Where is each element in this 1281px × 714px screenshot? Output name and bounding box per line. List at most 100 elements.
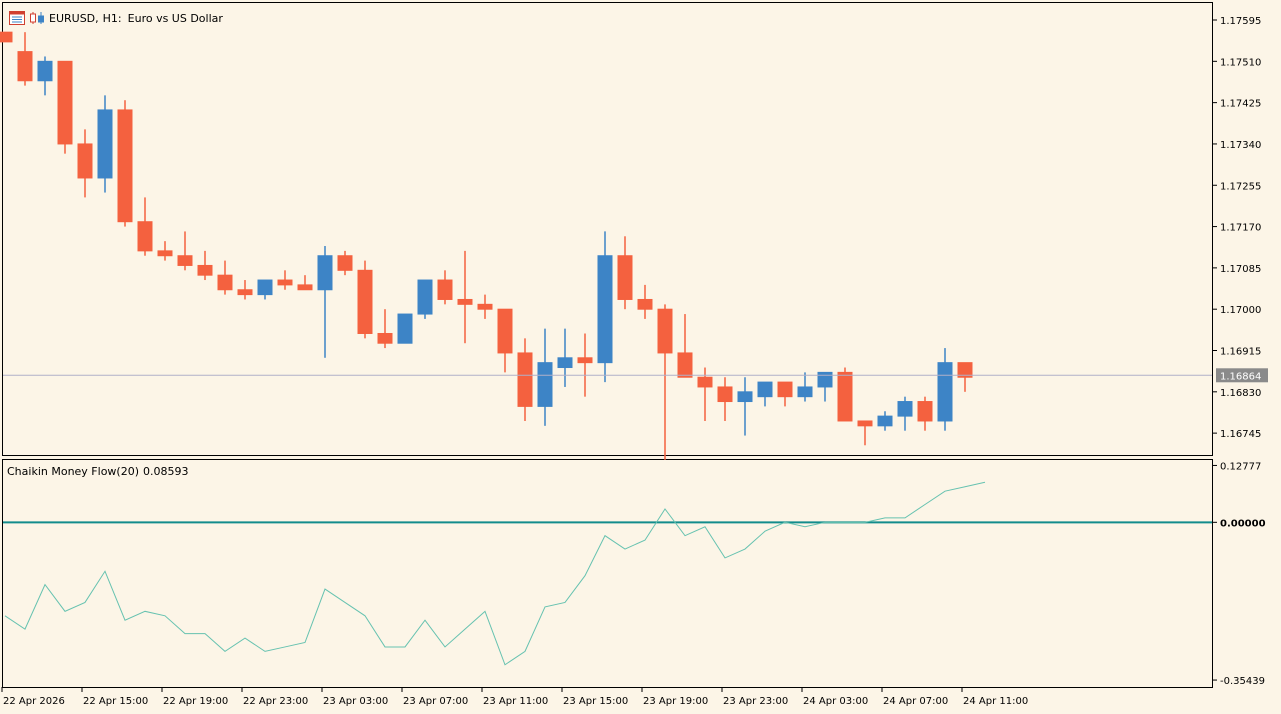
candle [297,275,313,291]
candle-body [297,284,313,291]
candle [837,367,853,422]
candle [457,250,473,344]
price-tick-label: 1.17085 [1220,264,1261,275]
candle-body [157,250,173,257]
candle [197,250,213,281]
candle-body [437,279,453,300]
time-tick-label: 23 Apr 19:00 [643,696,708,707]
candle-body [617,255,633,300]
bid-price-line: 1.16864 [3,368,1268,383]
cmf-line [4,481,986,666]
candle [337,250,353,276]
candle-body [397,313,413,344]
candle-body [137,221,153,252]
candle [957,362,973,392]
candle [577,333,593,397]
candle-body [277,279,293,286]
candle-body [717,386,733,403]
time-tick-label: 23 Apr 11:00 [483,696,548,707]
time-tick-label: 22 Apr 15:00 [83,696,148,707]
candle [737,377,753,436]
cmf-tick-label: 0.00000 [1220,518,1266,529]
time-tick-label: 23 Apr 23:00 [723,696,788,707]
candle-body [917,401,933,422]
time-tick-label: 24 Apr 03:00 [803,696,868,707]
time-tick-label: 22 Apr 19:00 [163,696,228,707]
candlestick-chart-icon[interactable] [29,11,45,25]
time-tick-label: 23 Apr 07:00 [403,696,468,707]
candle [177,231,193,271]
candle-body [757,381,773,398]
candle-body [657,308,673,354]
candle-body [97,109,113,179]
indicator-panel-frame [2,459,1213,688]
candle-body [497,308,513,354]
candle [937,348,953,431]
candle [537,328,553,426]
candle [817,371,833,402]
cmf-axis: 0.12777 0.00000 -0.35439 [3,461,1266,687]
candle [797,372,813,402]
candle-body [837,371,853,422]
candle [437,270,453,305]
candle [237,280,253,300]
price-tick-label: 1.16745 [1220,429,1261,440]
candlestick-series [0,31,973,460]
symbol-label: EURUSD [49,11,96,25]
candle-body [317,255,333,291]
price-tag-label: 1.16864 [1220,371,1261,382]
candle-body [517,352,533,407]
time-tick-label: 22 Apr 23:00 [243,696,308,707]
price-tick-label: 1.17340 [1220,140,1261,151]
candle [857,420,873,446]
price-tick-label: 1.16830 [1220,388,1261,399]
candle [597,231,613,383]
candle [717,377,733,421]
candle-body [797,386,813,398]
cmf-tick-label: -0.35439 [1220,676,1265,687]
candle-body [477,303,493,310]
candle-body [857,420,873,427]
candle-body [457,298,473,305]
candle-body [57,60,73,145]
candle-body [337,255,353,271]
candle-body [557,357,573,369]
candle [377,309,393,349]
price-tick-label: 1.17510 [1220,57,1261,68]
candle-body [597,255,613,364]
candle [777,381,793,407]
chart-window-icon[interactable] [9,11,25,25]
candle-body [197,264,213,276]
indicator-name: Chaikin Money Flow(20) [7,465,139,478]
candle-body [0,31,13,43]
candle-body [17,51,33,82]
price-tick-label: 1.17425 [1220,99,1261,110]
candle-body [357,269,373,334]
candle-body [417,279,433,315]
candle [17,32,33,86]
cmf-tick-label: 0.12777 [1220,461,1261,472]
candle-body [957,362,973,378]
candle [397,313,413,344]
timeframe-label: H1: [102,11,122,25]
price-tick-label: 1.17000 [1220,305,1261,316]
indicator-value: 0.08593 [143,465,189,478]
candle-body [897,401,913,417]
chart-header: EURUSD, H1: Euro vs US Dollar [9,9,229,27]
cmf-series [4,481,986,666]
candle [477,294,493,319]
candle [0,31,13,43]
price-tick-label: 1.17255 [1220,181,1261,192]
price-tag-box [1216,368,1268,383]
candle-body [577,357,593,364]
symbol-description: Euro vs US Dollar [127,11,223,25]
candle-body [117,109,133,223]
candle-body [777,381,793,398]
candle [217,260,233,295]
candle [117,100,133,227]
candle [917,396,933,431]
candle [97,95,113,193]
candle [897,396,913,431]
price-tick-label: 1.17595 [1220,16,1261,27]
